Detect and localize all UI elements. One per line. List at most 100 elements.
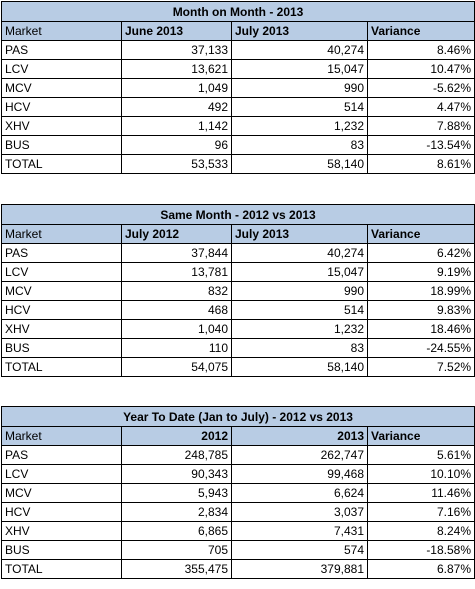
value-cell: 18.46% — [366, 319, 475, 339]
column-header: July 2013 — [231, 21, 368, 41]
value-cell: 10.10% — [366, 464, 475, 484]
column-header: June 2013 — [121, 21, 232, 41]
value-cell: 37,844 — [121, 243, 232, 263]
value-cell: 2,834 — [121, 502, 232, 522]
table-row: HCV 2,834 3,037 7.16% — [1, 502, 475, 522]
market-cell: PAS — [1, 40, 122, 60]
table-row: PAS 248,785 262,747 5.61% — [1, 445, 475, 465]
value-cell: 11.46% — [366, 483, 475, 503]
table-row: HCV 468 514 9.83% — [1, 300, 475, 320]
value-cell: -24.55% — [366, 338, 475, 358]
market-cell: MCV — [1, 78, 122, 98]
value-cell: 8.24% — [366, 521, 475, 541]
value-cell: 58,140 — [231, 357, 368, 377]
value-cell: 468 — [121, 300, 232, 320]
table-row: LCV 13,781 15,047 9.19% — [1, 262, 475, 282]
market-cell: HCV — [1, 97, 122, 117]
table-row: XHV 1,040 1,232 18.46% — [1, 319, 475, 339]
value-cell: 6,624 — [231, 483, 368, 503]
value-cell: -13.54% — [366, 135, 475, 155]
table-row: HCV 492 514 4.47% — [1, 97, 475, 117]
table-row: BUS 96 83 -13.54% — [1, 135, 475, 155]
table-row: BUS 705 574 -18.58% — [1, 540, 475, 560]
value-cell: 58,140 — [231, 154, 368, 174]
value-cell: 96 — [121, 135, 232, 155]
value-cell: 13,621 — [121, 59, 232, 79]
value-cell: 99,468 — [231, 464, 368, 484]
value-cell: 705 — [121, 540, 232, 560]
value-cell: 6.42% — [366, 243, 475, 263]
market-cell: PAS — [1, 243, 122, 263]
value-cell: 53,533 — [121, 154, 232, 174]
table-row: PAS 37,844 40,274 6.42% — [1, 243, 475, 263]
column-header: Market — [1, 21, 122, 41]
table-title: Same Month - 2012 vs 2013 — [0, 204, 475, 225]
market-cell: TOTAL — [1, 357, 122, 377]
value-cell: 990 — [231, 281, 368, 301]
table-title-row: Month on Month - 2013 — [0, 1, 475, 22]
column-header: Variance — [366, 224, 475, 244]
month-on-month-table: Month on Month - 2013 Market June 2013 July… — [0, 1, 475, 174]
value-cell: 7.52% — [366, 357, 475, 377]
market-cell: LCV — [1, 464, 122, 484]
market-cell: XHV — [1, 116, 122, 136]
table-row: PAS 37,133 40,274 8.46% — [1, 40, 475, 60]
value-cell: 7.88% — [366, 116, 475, 136]
market-cell: LCV — [1, 262, 122, 282]
market-cell: BUS — [1, 338, 122, 358]
value-cell: -5.62% — [366, 78, 475, 98]
value-cell: 10.47% — [366, 59, 475, 79]
column-header: Market — [1, 426, 122, 446]
table-block-year-to-date: Year To Date (Jan to July) - 2012 vs 201… — [0, 406, 475, 579]
value-cell: 514 — [231, 300, 368, 320]
column-header: Variance — [366, 426, 475, 446]
table-row: LCV 90,343 99,468 10.10% — [1, 464, 475, 484]
value-cell: 1,232 — [231, 116, 368, 136]
table-title-row: Year To Date (Jan to July) - 2012 vs 201… — [0, 406, 475, 427]
year-to-date-table: Year To Date (Jan to July) - 2012 vs 201… — [0, 406, 475, 579]
column-header: Variance — [366, 21, 475, 41]
market-cell: XHV — [1, 319, 122, 339]
table-title: Month on Month - 2013 — [0, 1, 475, 22]
table-title: Year To Date (Jan to July) - 2012 vs 201… — [0, 406, 475, 427]
market-cell: MCV — [1, 483, 122, 503]
value-cell: 6.87% — [366, 559, 475, 579]
column-header: 2013 — [231, 426, 368, 446]
value-cell: 9.19% — [366, 262, 475, 282]
value-cell: 514 — [231, 97, 368, 117]
value-cell: 110 — [121, 338, 232, 358]
value-cell: 15,047 — [231, 262, 368, 282]
table-row: LCV 13,621 15,047 10.47% — [1, 59, 475, 79]
table-block-month-on-month: Month on Month - 2013 Market June 2013 July… — [0, 1, 475, 174]
header-row: Market 2012 2013 Variance — [1, 426, 475, 446]
value-cell: 83 — [231, 338, 368, 358]
value-cell: 40,274 — [231, 40, 368, 60]
table-row: MCV 1,049 990 -5.62% — [1, 78, 475, 98]
column-header: July 2013 — [231, 224, 368, 244]
value-cell: 832 — [121, 281, 232, 301]
value-cell: 8.61% — [366, 154, 475, 174]
market-cell: TOTAL — [1, 154, 122, 174]
value-cell: 15,047 — [231, 59, 368, 79]
value-cell: 1,142 — [121, 116, 232, 136]
market-cell: TOTAL — [1, 559, 122, 579]
value-cell: 40,274 — [231, 243, 368, 263]
market-cell: HCV — [1, 300, 122, 320]
value-cell: 4.47% — [366, 97, 475, 117]
value-cell: 6,865 — [121, 521, 232, 541]
value-cell: 37,133 — [121, 40, 232, 60]
value-cell: 355,475 — [121, 559, 232, 579]
value-cell: 83 — [231, 135, 368, 155]
column-header: 2012 — [121, 426, 232, 446]
table-row: TOTAL 54,075 58,140 7.52% — [1, 357, 475, 377]
value-cell: 3,037 — [231, 502, 368, 522]
market-cell: MCV — [1, 281, 122, 301]
market-cell: BUS — [1, 135, 122, 155]
value-cell: 1,049 — [121, 78, 232, 98]
market-cell: XHV — [1, 521, 122, 541]
value-cell: 90,343 — [121, 464, 232, 484]
table-block-same-month: Same Month - 2012 vs 2013 Market July 2012… — [0, 204, 475, 377]
table-row: TOTAL 355,475 379,881 6.87% — [1, 559, 475, 579]
table-row: XHV 6,865 7,431 8.24% — [1, 521, 475, 541]
value-cell: 1,040 — [121, 319, 232, 339]
